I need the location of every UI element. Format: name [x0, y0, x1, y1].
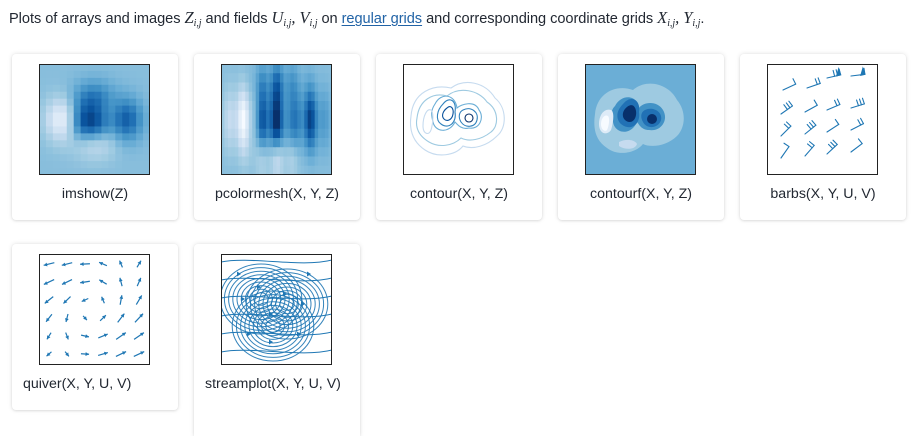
card-contour[interactable]: contour(X, Y, Z) — [376, 54, 542, 220]
imshow-plot — [39, 64, 150, 175]
card-caption[interactable]: contour(X, Y, Z) — [409, 186, 509, 202]
streamplot-plot — [221, 254, 332, 365]
card-barbs[interactable]: barbs(X, Y, U, V) — [740, 54, 906, 220]
card-contourf[interactable]: contourf(X, Y, Z) — [558, 54, 724, 220]
card-imshow[interactable]: imshow(Z) — [12, 54, 178, 220]
card-streamplot[interactable]: streamplot(X, Y, U, V) — [194, 244, 360, 436]
contourf-thumbnail[interactable] — [585, 64, 696, 175]
intro-text-part: on — [317, 11, 342, 27]
card-caption[interactable]: contourf(X, Y, Z) — [590, 186, 692, 202]
quiver-plot — [39, 254, 150, 365]
intro-text-part: and fields — [201, 11, 272, 27]
card-caption[interactable]: quiver(X, Y, U, V) — [23, 376, 132, 392]
card-caption[interactable]: barbs(X, Y, U, V) — [770, 186, 876, 202]
pcolormesh-plot — [221, 64, 332, 175]
contour-thumbnail[interactable] — [403, 64, 514, 175]
intro-text-part: Plots of arrays and images — [9, 11, 185, 27]
card-caption[interactable]: pcolormesh(X, Y, Z) — [214, 186, 340, 202]
intro-text: Plots of arrays and images Zi,j and fiel… — [9, 8, 705, 29]
pcolormesh-thumbnail[interactable] — [221, 64, 332, 175]
card-caption[interactable]: imshow(Z) — [61, 186, 129, 202]
math-z: Zi,j — [184, 8, 202, 29]
math-x-y: Xi,j, Yi,j — [657, 8, 701, 29]
card-quiver[interactable]: quiver(X, Y, U, V) — [12, 244, 178, 410]
quiver-thumbnail[interactable] — [39, 254, 150, 365]
barbs-plot — [767, 64, 878, 175]
regular-grids-link[interactable]: regular grids — [341, 11, 423, 27]
barbs-thumbnail[interactable] — [767, 64, 878, 175]
card-caption[interactable]: streamplot(X, Y, U, V) — [205, 376, 341, 392]
intro-text-part: and corresponding coordinate grids — [422, 11, 658, 27]
math-u-v: Ui,j, Vi,j — [271, 8, 318, 29]
imshow-thumbnail[interactable] — [39, 64, 150, 175]
streamplot-thumbnail[interactable] — [221, 254, 332, 365]
card-pcolormesh[interactable]: pcolormesh(X, Y, Z) — [194, 54, 360, 220]
contour-plot — [403, 64, 514, 175]
contourf-plot — [585, 64, 696, 175]
